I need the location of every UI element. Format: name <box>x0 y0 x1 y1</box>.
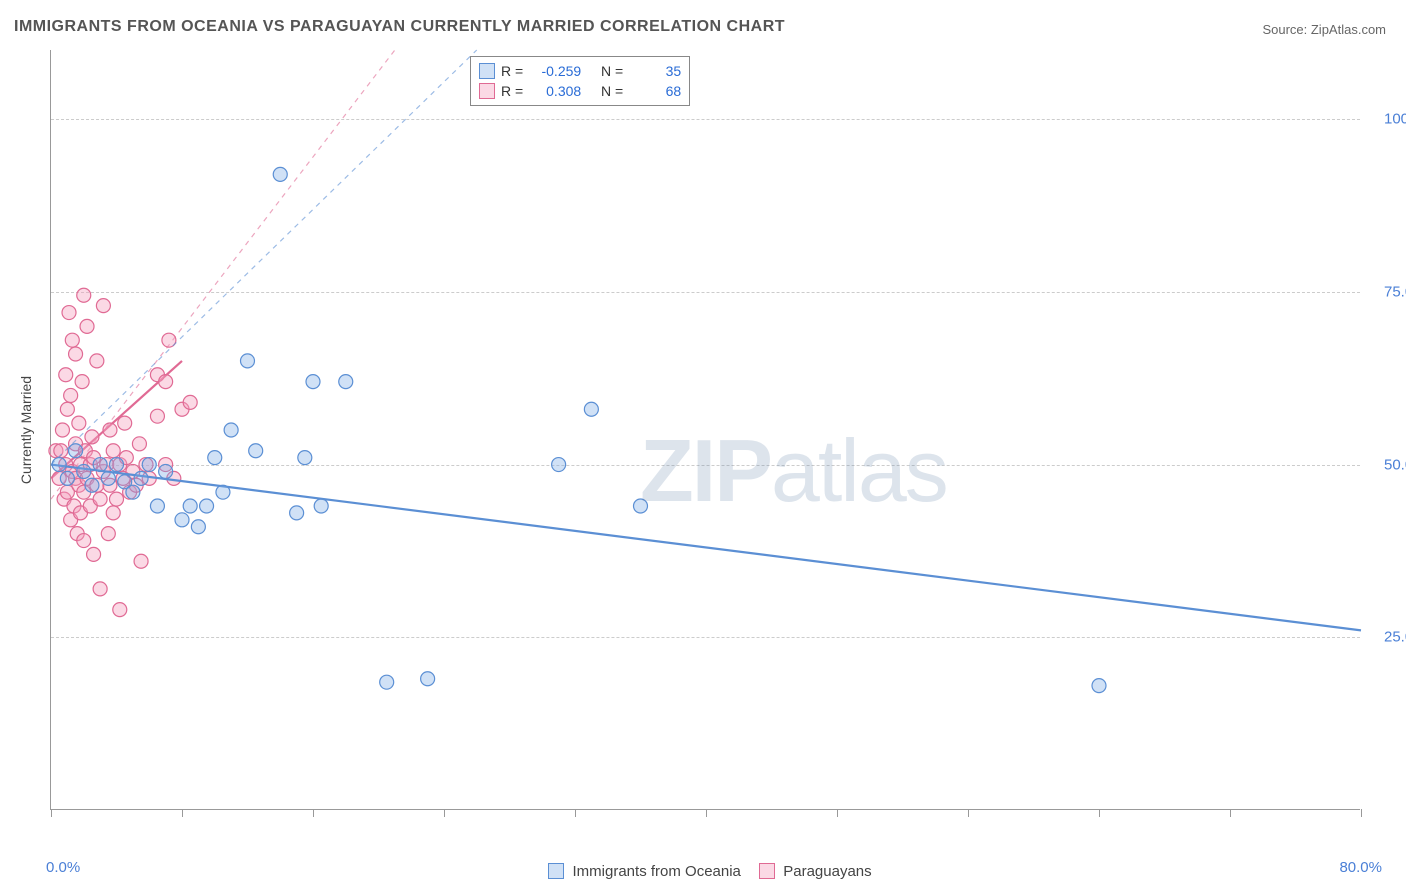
y-tick-label: 75.0% <box>1370 283 1406 300</box>
y-tick-label: 25.0% <box>1370 629 1406 646</box>
legend-label-paraguayan: Paraguayans <box>783 863 871 880</box>
source-label: Source: ZipAtlas.com <box>1262 22 1386 37</box>
y-tick-label: 50.0% <box>1370 456 1406 473</box>
legend-correlation-box: R = -0.259 N = 35 R = 0.308 N = 68 <box>470 56 690 106</box>
n-label: N = <box>601 61 623 81</box>
n-label-2: N = <box>601 81 623 101</box>
legend-series: Immigrants from Oceania Paraguayans <box>0 863 1406 880</box>
n-value-oceania: 35 <box>629 61 681 81</box>
y-axis-label: Currently Married <box>18 376 34 484</box>
swatch-oceania-icon <box>479 63 495 79</box>
x-min-label: 0.0% <box>46 859 80 876</box>
swatch-paraguayan-icon <box>759 863 775 879</box>
chart-container: IMMIGRANTS FROM OCEANIA VS PARAGUAYAN CU… <box>0 0 1406 892</box>
r-label-2: R = <box>501 81 523 101</box>
y-tick-label: 100.0% <box>1370 111 1406 128</box>
n-value-paraguayan: 68 <box>629 81 681 101</box>
legend-label-oceania: Immigrants from Oceania <box>573 863 741 880</box>
r-value-paraguayan: 0.308 <box>529 81 581 101</box>
legend-row-oceania: R = -0.259 N = 35 <box>479 61 681 81</box>
r-value-oceania: -0.259 <box>529 61 581 81</box>
x-max-label: 80.0% <box>1339 859 1382 876</box>
r-label: R = <box>501 61 523 81</box>
legend-row-paraguayan: R = 0.308 N = 68 <box>479 81 681 101</box>
swatch-paraguayan-icon <box>479 83 495 99</box>
scatter-svg <box>51 50 1360 809</box>
chart-title: IMMIGRANTS FROM OCEANIA VS PARAGUAYAN CU… <box>14 18 785 36</box>
plot-area: 25.0%50.0%75.0%100.0% <box>50 50 1360 810</box>
swatch-oceania-icon <box>548 863 564 879</box>
